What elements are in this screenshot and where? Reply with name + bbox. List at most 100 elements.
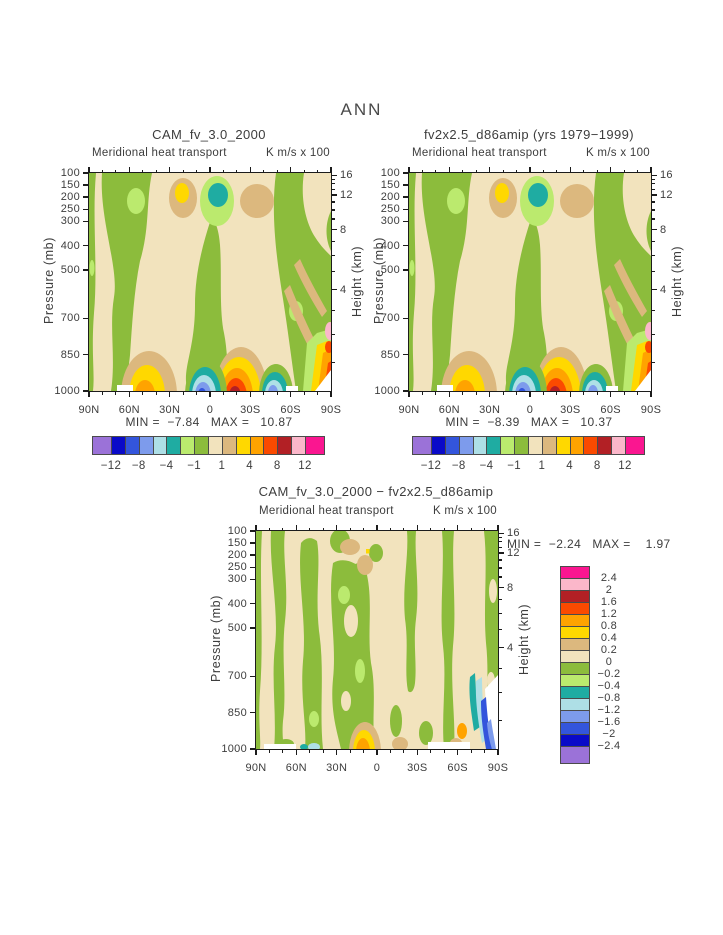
height-tick-label: 16 — [507, 527, 520, 540]
height-minor-tick — [331, 240, 335, 243]
colorbar-box — [291, 436, 306, 455]
lat-minor-tick — [276, 391, 278, 395]
colorbar-box — [138, 436, 154, 455]
contour-field — [256, 531, 498, 749]
pressure-tick — [250, 554, 256, 556]
lat-minor-tick — [101, 391, 104, 395]
height-minor-tick — [651, 240, 655, 243]
lat-tick — [650, 391, 652, 397]
lat-minor-tick — [101, 169, 104, 173]
y-axis-left-title: Pressure (mb) — [372, 237, 386, 325]
lat-tick — [569, 167, 572, 173]
colorbar-label: 8 — [593, 460, 601, 472]
colorbar-box — [221, 436, 237, 455]
lat-minor-tick — [222, 169, 225, 173]
colorbar-label: −4 — [479, 460, 494, 472]
lat-minor-tick — [142, 169, 144, 173]
lat-minor-tick — [556, 169, 558, 173]
lat-tick — [456, 749, 459, 755]
lat-tick — [168, 167, 171, 173]
colorbar-box — [194, 436, 209, 455]
y-axis-left-title: Pressure (mb) — [209, 595, 223, 683]
pressure-tick — [83, 269, 89, 271]
lat-minor-tick — [596, 391, 598, 395]
height-minor-tick — [331, 361, 335, 363]
colorbar-box — [555, 436, 571, 455]
lat-minor-tick — [483, 749, 486, 753]
pressure-tick-label: 200 — [227, 549, 247, 562]
lat-tick — [529, 167, 531, 173]
colorbar-label: −0.4 — [597, 680, 621, 692]
colorbar-label: −1.6 — [597, 716, 621, 728]
pressure-tick-label: 150 — [227, 537, 247, 550]
height-tick-label: 4 — [660, 283, 667, 296]
lat-minor-tick — [236, 391, 238, 395]
height-minor-tick — [498, 628, 502, 630]
lat-minor-tick — [362, 749, 365, 753]
lat-minor-tick — [362, 527, 365, 531]
pressure-tick — [403, 172, 409, 174]
lat-tick — [497, 525, 499, 531]
height-tick-label: 12 — [340, 189, 353, 202]
lat-minor-tick — [435, 391, 437, 395]
colorbar-box — [412, 436, 432, 455]
colorbar-top-right: −12 −8 −4 −1 1 4 8 12 — [412, 436, 645, 472]
figure-title: ANN — [340, 100, 383, 119]
height-tick — [331, 194, 337, 196]
colorbar-box — [208, 436, 223, 455]
lat-tick — [128, 391, 131, 397]
colorbar-label: −12 — [420, 460, 442, 472]
height-tick-label: 12 — [507, 547, 520, 560]
lat-minor-tick — [303, 391, 305, 395]
pressure-tick — [403, 390, 409, 392]
colorbar-box — [597, 436, 613, 455]
lat-minor-tick — [349, 527, 351, 531]
pressure-tick — [250, 542, 256, 544]
lat-tick-label: 0 — [373, 762, 381, 774]
lat-tick-label: 60S — [600, 404, 621, 416]
y-axis-right-title: Height (km) — [350, 245, 364, 317]
lat-tick-label: 60N — [118, 404, 140, 416]
colorbar-label: −4 — [159, 460, 174, 472]
colorbar-label: 0 — [605, 656, 613, 668]
lat-minor-tick — [195, 169, 198, 173]
lat-tick-label: 60N — [438, 404, 460, 416]
height-tick — [498, 552, 504, 554]
lat-minor-tick — [309, 527, 311, 531]
colorbar-label: 0.4 — [600, 632, 618, 644]
minmax-readout: MIN = −7.84 MAX = 10.87 — [125, 415, 293, 429]
lat-minor-tick — [421, 169, 424, 173]
colorbar-label: −1 — [187, 460, 201, 472]
colorbar-box — [180, 436, 196, 455]
lat-minor-tick — [236, 169, 238, 173]
lat-tick — [255, 749, 257, 755]
pressure-tick-label: 100 — [380, 167, 400, 179]
height-minor-tick — [651, 209, 655, 211]
height-minor-tick — [331, 254, 335, 256]
pressure-tick-label: 150 — [380, 179, 400, 192]
height-minor-tick — [651, 254, 655, 256]
height-minor-tick — [331, 218, 335, 220]
colorbar-label: 12 — [298, 460, 312, 472]
height-tick — [331, 174, 337, 177]
lat-tick — [295, 749, 298, 755]
pressure-tick — [403, 220, 409, 223]
pressure-tick — [403, 269, 409, 271]
colorbar-box — [152, 436, 168, 455]
colorbar-label: 1.6 — [600, 596, 618, 608]
lat-tick — [209, 167, 211, 173]
colorbar-box — [263, 436, 279, 455]
pressure-tick — [250, 675, 256, 678]
colorbar-box — [111, 436, 126, 455]
lat-minor-tick — [389, 749, 392, 753]
height-minor-tick — [498, 567, 502, 569]
lat-tick-label: 90S — [640, 404, 662, 416]
lat-tick — [335, 525, 338, 531]
pressure-tick-label: 850 — [227, 706, 247, 719]
panel-subtitle: Meridional heat transport — [259, 505, 394, 517]
height-minor-tick — [331, 209, 335, 211]
pressure-tick — [250, 602, 256, 605]
colorbar-label: 12 — [618, 460, 632, 472]
plot-area: 90N 60N 30N 0 30S 60S 90S 100 150 200 250 300 400 500… — [374, 167, 673, 416]
lat-tick — [448, 167, 451, 173]
